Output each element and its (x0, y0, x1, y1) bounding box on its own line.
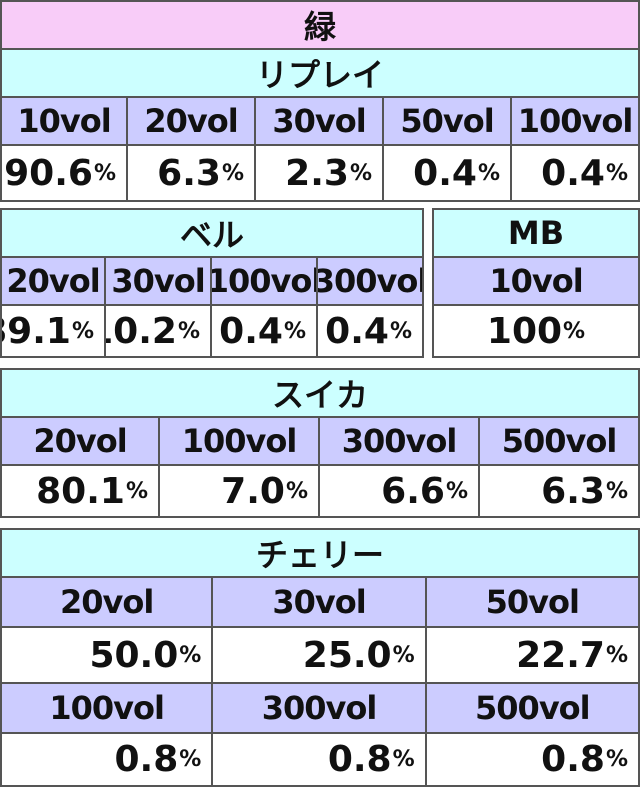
percent-sign: % (221, 160, 244, 186)
percent-sign: % (605, 478, 628, 504)
percent-sign: % (93, 160, 116, 186)
percent-sign: % (392, 642, 415, 668)
value-cell: 0.4% (210, 304, 318, 358)
page-title: 緑 (0, 0, 640, 50)
percent-sign: % (179, 747, 202, 772)
section-title: ベル (0, 208, 424, 258)
section-title: スイカ (0, 368, 640, 418)
column-header: 10vol (0, 96, 128, 146)
value-cell: 6.6% (318, 464, 480, 518)
value-cell: 6.3% (478, 464, 640, 518)
column-header: 20vol (126, 96, 256, 146)
percent-sign: % (392, 747, 415, 772)
column-header: 100vol (210, 256, 318, 306)
percent-sign: % (177, 318, 200, 344)
column-header: 300vol (318, 416, 480, 466)
value-cell: 50.0% (0, 626, 214, 684)
column-header: 30vol (211, 576, 427, 628)
value-cell: 0.8% (211, 732, 427, 787)
value-cell: 0.8% (424, 732, 640, 787)
column-header: 100vol (158, 416, 320, 466)
percent-sign: % (125, 478, 148, 504)
percent-sign: % (445, 478, 468, 504)
column-header: 20vol (0, 576, 214, 628)
value-cell: 2.3% (254, 144, 384, 202)
column-header: 500vol (424, 682, 640, 734)
value-cell: 6.3% (126, 144, 256, 202)
column-header: 100vol (510, 96, 640, 146)
value-cell: 22.7% (424, 626, 640, 684)
column-header: 50vol (382, 96, 512, 146)
value-cell: 100% (432, 304, 640, 358)
column-header: 20vol (0, 416, 160, 466)
value-cell: 0.4% (382, 144, 512, 202)
section-title: チェリー (0, 528, 640, 578)
percent-sign: % (285, 478, 308, 504)
column-header: 300vol (211, 682, 427, 734)
percent-sign: % (389, 318, 412, 344)
value-cell: 25.0% (211, 626, 427, 684)
percent-sign: % (563, 318, 586, 344)
percent-sign: % (179, 642, 202, 668)
percent-sign: % (283, 318, 306, 344)
percent-sign: % (605, 160, 628, 186)
value-cell: 90.6% (0, 144, 128, 202)
value-cell: 7.0% (158, 464, 320, 518)
percent-sign: % (605, 747, 628, 772)
column-header: 10vol (432, 256, 640, 306)
column-header: 500vol (478, 416, 640, 466)
percent-sign: % (605, 642, 628, 668)
value-cell: 89.1% (0, 304, 106, 358)
value-cell: 10.2% (104, 304, 212, 358)
value-cell: 0.4% (316, 304, 424, 358)
column-header: 30vol (254, 96, 384, 146)
column-header: 50vol (424, 576, 640, 628)
section-title: リプレイ (0, 48, 640, 98)
column-header: 30vol (104, 256, 212, 306)
value-cell: 0.4% (510, 144, 640, 202)
column-header: 300vol (316, 256, 424, 306)
section-title: MB (432, 208, 640, 258)
percent-sign: % (349, 160, 372, 186)
value-cell: 0.8% (0, 732, 214, 787)
percent-sign: % (71, 318, 94, 344)
percent-sign: % (477, 160, 500, 186)
value-cell: 80.1% (0, 464, 160, 518)
column-header: 100vol (0, 682, 214, 734)
column-header: 20vol (0, 256, 106, 306)
